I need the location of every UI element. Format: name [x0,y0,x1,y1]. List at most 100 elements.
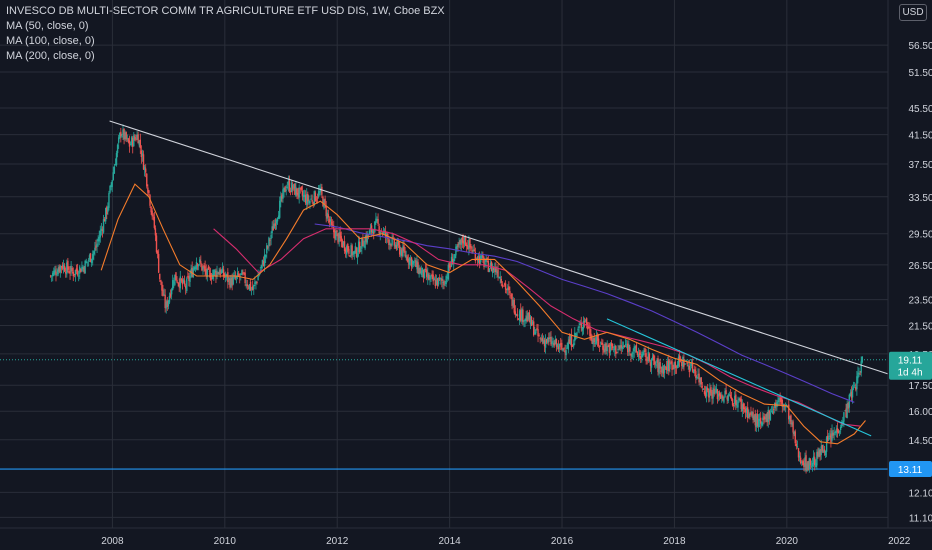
candle-up [496,271,498,274]
candle-up [715,388,718,393]
candle-down [537,328,539,337]
candle-up [838,431,841,433]
candle-down [351,245,353,256]
candle-up [777,400,779,402]
candle-down [674,361,676,369]
candle-up [90,258,93,263]
last-price-value: 19.11 [898,356,923,367]
candle-down [135,138,137,141]
candle-down [219,269,221,276]
candle-up [427,273,429,279]
candle-down [670,361,672,363]
candle-up [741,404,744,412]
candle-up [266,245,268,254]
candle-up [521,309,523,322]
candle-down [710,387,712,393]
candle-down [334,230,336,239]
candle-down [768,410,771,419]
candle-down [159,273,161,279]
candle-down [300,186,303,190]
candle-down [325,205,327,217]
candle-down [509,291,511,294]
candle-down [756,413,759,426]
candle-up [59,265,62,273]
candle-up [295,186,297,197]
candle-up [714,391,716,393]
candle-down [533,321,535,336]
candle-up [816,451,818,466]
candle-down [536,328,538,330]
candle-down [514,311,517,315]
candle-down [417,262,419,274]
candle-down [462,240,465,244]
candle-down [716,389,719,400]
candle-up [250,288,253,290]
candle-down [508,286,510,291]
candle-up [253,284,255,290]
candle-down [67,260,69,270]
candle-up [604,343,606,353]
candle-down [377,218,379,224]
candle-up [661,366,664,373]
candle-up [762,417,764,421]
indicator-ma100-label[interactable]: MA (100, close, 0) [6,35,95,47]
candle-up [736,405,738,407]
candle-down [662,368,665,374]
candle-up [168,295,171,303]
candle-down [204,266,206,271]
indicator-ma200-label[interactable]: MA (200, close, 0) [6,50,95,62]
candle-down [731,399,734,406]
candle-up [354,246,357,253]
candle-up [193,267,196,270]
candle-up [485,259,487,262]
candle-down [823,449,826,453]
candle-up [796,446,799,447]
candle-down [415,260,417,268]
candle-up [313,191,316,206]
candle-up [455,246,457,256]
candle-up [507,287,509,291]
candle-up [102,219,105,233]
candle-up [226,274,228,276]
candle-down [763,416,765,420]
candle-up [98,236,100,242]
candle-up [62,264,65,270]
candle-up [841,423,843,428]
candle-down [443,280,445,286]
candle-up [394,244,397,248]
candle-down [395,244,398,249]
candle-up [245,284,247,286]
candle-down [732,405,735,406]
candle-down [139,139,141,149]
candle-down [148,190,150,194]
candle-down [593,338,595,343]
candle-up [663,365,666,373]
candle-down [742,403,745,410]
candle-up [531,321,534,325]
candle-up [758,418,761,421]
candle-up [79,266,81,274]
candle-up [280,196,282,202]
candle-down [358,241,361,253]
candle-up [308,200,310,204]
candle-up [576,332,578,337]
candle-up [575,333,577,335]
candle-down [503,283,506,285]
candle-down [180,278,183,281]
candle-down [743,407,746,409]
candle-down [63,266,66,272]
candle-down [162,289,164,297]
candle-up [433,278,435,281]
candle-down [307,193,309,202]
candle-down [587,325,589,330]
candle-down [60,266,63,268]
currency-button[interactable]: USD [899,4,927,21]
candle-up [494,266,496,273]
candle-up [409,258,412,261]
candle-down [659,362,661,369]
candle-up [634,346,637,349]
indicator-ma50-label[interactable]: MA (50, close, 0) [6,20,89,32]
candle-up [141,153,144,156]
candle-up [306,194,308,205]
